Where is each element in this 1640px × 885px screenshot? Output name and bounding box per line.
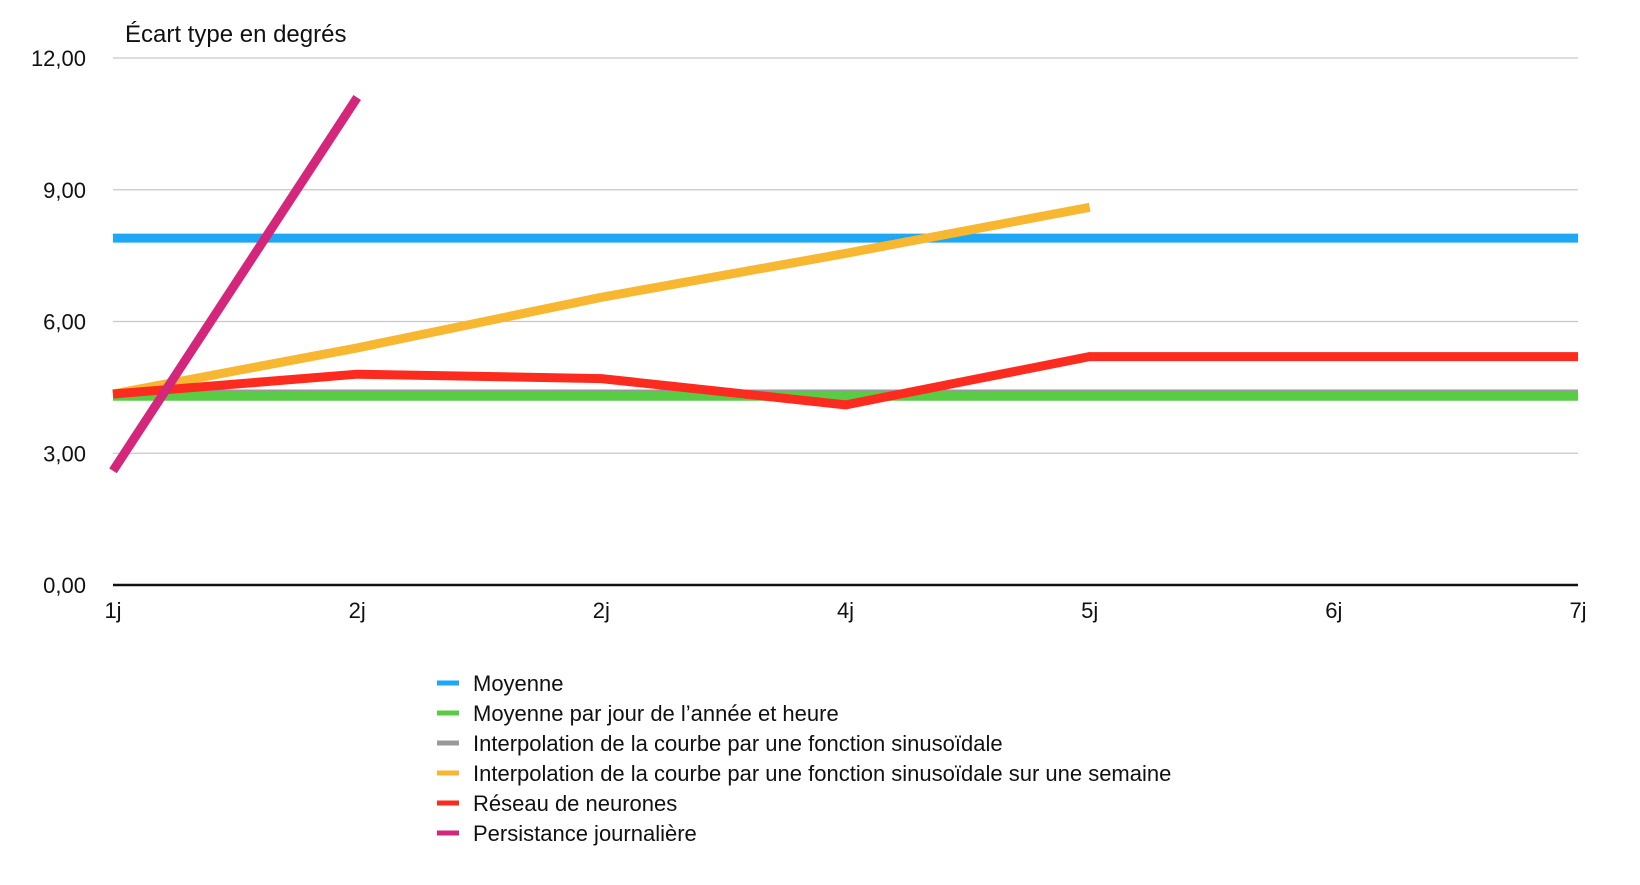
y-tick-label: 9,00 — [43, 178, 86, 203]
y-axis-title: Écart type en degrés — [125, 21, 346, 48]
legend-label: Moyenne — [473, 671, 564, 696]
y-tick-label: 12,00 — [31, 46, 86, 71]
x-tick-label: 5j — [1081, 598, 1098, 623]
legend-label: Interpolation de la courbe par une fonct… — [473, 731, 1003, 756]
y-tick-label: 0,00 — [43, 573, 86, 598]
x-tick-label: 7j — [1569, 598, 1586, 623]
series-lines — [109, 95, 1578, 474]
x-tick-label: 4j — [837, 598, 854, 623]
legend-label: Réseau de neurones — [473, 791, 677, 816]
legend-label: Interpolation de la courbe par une fonct… — [473, 761, 1171, 786]
grid — [113, 57, 1578, 454]
y-tick-label: 6,00 — [43, 310, 86, 335]
y-tick-label: 3,00 — [43, 441, 86, 466]
x-tick-label: 2j — [593, 598, 610, 623]
legend-label: Persistance journalière — [473, 821, 697, 846]
legend-label: Moyenne par jour de l’année et heure — [473, 701, 839, 726]
x-tick-label: 2j — [349, 598, 366, 623]
series-line — [112, 352, 1578, 410]
x-tick-label: 6j — [1325, 598, 1342, 623]
y-axis: 0,00 3,00 6,00 9,00 12,00 — [31, 46, 86, 598]
series-line — [109, 95, 361, 474]
series-line — [112, 202, 1091, 399]
legend: Moyenne Moyenne par jour de l’année et he… — [437, 671, 1171, 846]
x-tick-label: 1j — [104, 598, 121, 623]
x-axis: 1j 2j 2j 4j 5j 6j 7j — [104, 583, 1587, 623]
